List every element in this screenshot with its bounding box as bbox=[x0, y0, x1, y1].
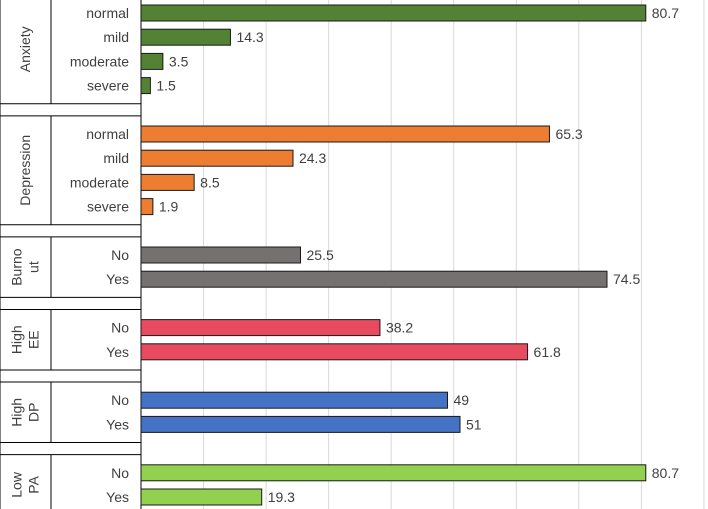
data-label: 24.3 bbox=[299, 150, 326, 166]
bar-anxiety-normal bbox=[140, 4, 647, 22]
category-label: Yes bbox=[106, 344, 129, 360]
group-label: Anxiety bbox=[17, 26, 33, 72]
data-label: 19.3 bbox=[268, 489, 295, 505]
category-label: Yes bbox=[106, 416, 129, 432]
data-label: 61.8 bbox=[534, 344, 561, 360]
category-label: moderate bbox=[70, 53, 129, 69]
category-label: moderate bbox=[70, 174, 129, 190]
bar-depression-moderate bbox=[140, 173, 195, 191]
data-label: 14.3 bbox=[236, 29, 263, 45]
data-label: 1.9 bbox=[159, 199, 179, 215]
group-label: High bbox=[9, 325, 25, 354]
data-label: 49 bbox=[453, 392, 469, 408]
category-label: mild bbox=[103, 29, 129, 45]
bar-high-ee-no bbox=[140, 319, 381, 337]
category-label: normal bbox=[86, 5, 129, 21]
category-label: No bbox=[111, 247, 129, 263]
data-label: 80.7 bbox=[652, 465, 679, 481]
data-label: 25.5 bbox=[307, 247, 334, 263]
group-label: ut bbox=[26, 261, 42, 273]
data-label: 74.5 bbox=[613, 271, 640, 287]
category-label: mild bbox=[103, 150, 129, 166]
category-label: severe bbox=[87, 78, 129, 94]
group-label: DP bbox=[26, 403, 42, 422]
data-label: 8.5 bbox=[200, 174, 220, 190]
bar-burnout-no bbox=[140, 246, 302, 264]
bar-low-pa-no bbox=[140, 464, 647, 482]
data-label: 3.5 bbox=[169, 53, 189, 69]
bars bbox=[140, 4, 647, 506]
category-label: Yes bbox=[106, 489, 129, 505]
gridlines bbox=[203, 0, 705, 509]
group-label: EE bbox=[26, 330, 42, 349]
data-label: 80.7 bbox=[652, 5, 679, 21]
bar-depression-mild bbox=[140, 149, 294, 167]
category-label: severe bbox=[87, 199, 129, 215]
group-label: PA bbox=[26, 475, 42, 493]
labels: 80.7 normal 14.3 mild 3.5 moderate 1.5 severe An… bbox=[9, 5, 680, 505]
bar-anxiety-mild bbox=[140, 28, 231, 46]
bar-low-pa-yes bbox=[140, 488, 263, 506]
group-label: Burno bbox=[9, 248, 25, 286]
data-label: 51 bbox=[466, 416, 482, 432]
group-label: Low bbox=[9, 471, 25, 498]
group-label: High bbox=[9, 398, 25, 427]
group-label: Depression bbox=[17, 135, 33, 206]
bar-burnout-yes bbox=[140, 270, 608, 288]
category-label: Yes bbox=[106, 271, 129, 287]
bar-anxiety-severe bbox=[140, 77, 151, 95]
bar-anxiety-moderate bbox=[140, 52, 164, 70]
bar-high-dp-yes bbox=[140, 415, 461, 433]
bar-depression-severe bbox=[140, 198, 154, 216]
bar-high-ee-yes bbox=[140, 343, 529, 361]
bar-high-dp-no bbox=[140, 391, 448, 409]
data-label: 38.2 bbox=[386, 320, 413, 336]
category-label: No bbox=[111, 320, 129, 336]
category-label: normal bbox=[86, 126, 129, 142]
data-label: 65.3 bbox=[555, 126, 582, 142]
category-label: No bbox=[111, 465, 129, 481]
category-label: No bbox=[111, 392, 129, 408]
bar-depression-normal bbox=[140, 125, 550, 143]
data-label: 1.5 bbox=[156, 78, 176, 94]
